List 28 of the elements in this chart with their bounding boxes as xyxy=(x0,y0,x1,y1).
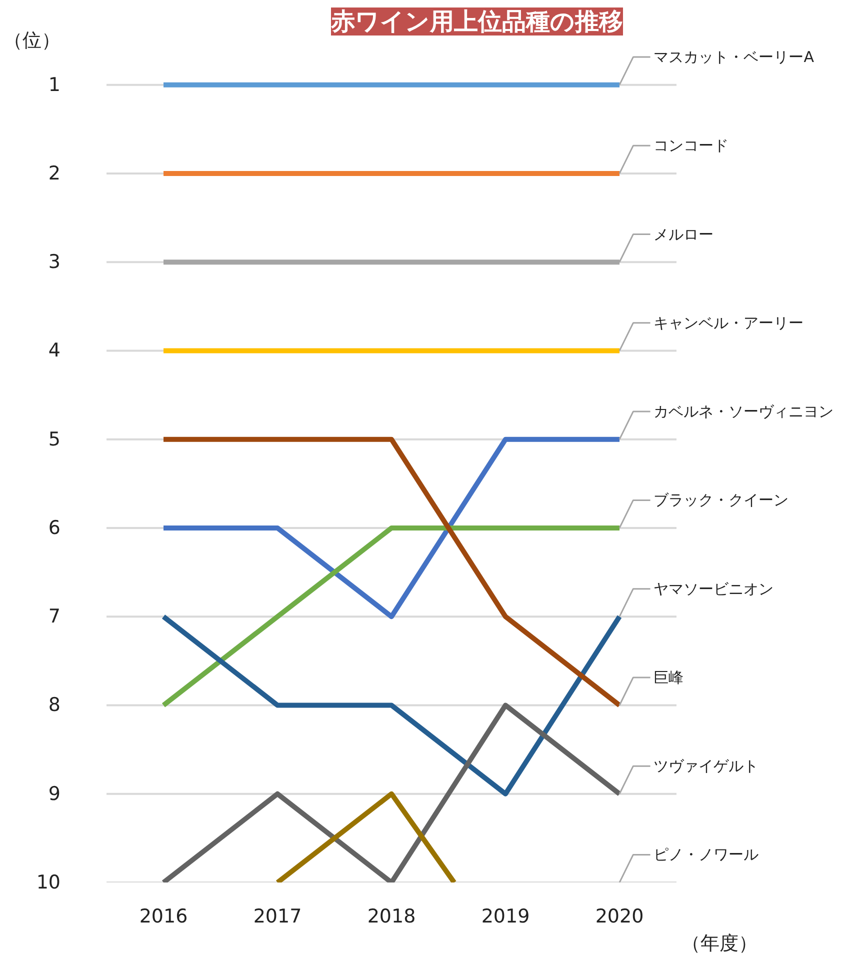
x-tick-label: 2016 xyxy=(139,906,188,928)
text: メルロー xyxy=(654,225,714,244)
text: 巨峰 xyxy=(654,668,684,686)
text: ブラック・クイーン xyxy=(654,491,789,510)
text: ピノ・ノワール xyxy=(654,846,759,864)
y-tick-label: 8 xyxy=(48,694,61,716)
y-tick-label: （位） xyxy=(4,30,60,52)
x-tick-label: 2020 xyxy=(595,906,644,928)
y-tick-label: 10 xyxy=(36,872,61,894)
y-tick-label: 7 xyxy=(48,606,61,628)
x-tick-label: 2019 xyxy=(481,906,530,928)
text: カベルネ・ソーヴィニヨン xyxy=(654,402,834,421)
chart-title: 赤ワイン用上位品種の推移 xyxy=(330,8,623,36)
y-tick-label: 4 xyxy=(48,340,61,362)
text: ヤマソービニオン xyxy=(654,580,774,598)
y-tick-label: 6 xyxy=(48,516,61,539)
text: キャンベル・アーリー xyxy=(654,314,804,332)
x-axis-title: （年度） xyxy=(682,932,758,954)
x-tick-label: 2018 xyxy=(367,906,416,928)
y-tick-label: 9 xyxy=(48,782,61,805)
y-tick-label: 3 xyxy=(48,251,61,274)
text: ツヴァイゲルト xyxy=(654,757,759,776)
x-tick-label: 2017 xyxy=(253,906,302,928)
text: マスカット・ベーリーA xyxy=(654,48,815,66)
y-tick-label: 1 xyxy=(48,74,61,96)
text: コンコード xyxy=(654,136,729,155)
y-tick-label: 2 xyxy=(48,162,61,184)
y-tick-label: 5 xyxy=(48,428,61,450)
